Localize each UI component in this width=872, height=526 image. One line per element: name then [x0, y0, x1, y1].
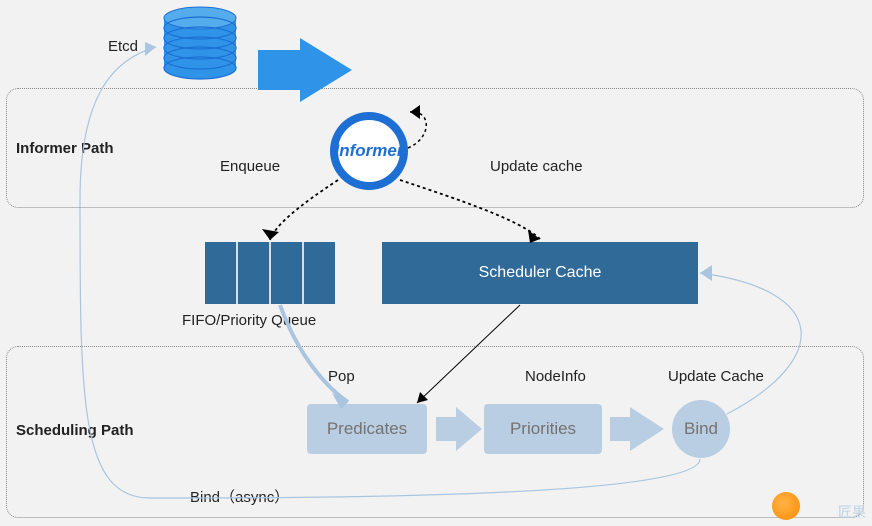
- scheduling-path-title: Scheduling Path: [16, 422, 134, 439]
- fifo-queue: [205, 242, 335, 304]
- informer-path-title: Informer Path: [16, 140, 114, 157]
- enqueue-label: Enqueue: [220, 158, 280, 175]
- update-cache-bottom-label: Update Cache: [668, 368, 764, 385]
- bind-circle: Bind: [672, 400, 730, 458]
- etcd-label: Etcd: [108, 38, 138, 55]
- bind-label: Bind: [684, 419, 718, 439]
- update-cache-top-label: Update cache: [490, 158, 583, 175]
- informer-path-panel: [6, 88, 864, 208]
- fifo-label: FIFO/Priority Queue: [182, 312, 316, 329]
- informer-node: Informer: [330, 112, 408, 190]
- priorities-box: Priorities: [484, 404, 602, 454]
- nodeinfo-label: NodeInfo: [525, 368, 586, 385]
- pop-label: Pop: [328, 368, 355, 385]
- informer-label: Informer: [335, 141, 404, 161]
- scheduler-cache-box: Scheduler Cache: [382, 242, 698, 304]
- watermark-text: 匠果: [838, 502, 866, 522]
- etcd-icon: [164, 7, 236, 79]
- predicates-box: Predicates: [307, 404, 427, 454]
- priorities-label: Priorities: [510, 419, 576, 439]
- watermark-icon: [772, 492, 800, 520]
- predicates-label: Predicates: [327, 419, 407, 439]
- bind-async-label: Bind（async）: [190, 486, 289, 507]
- scheduler-cache-label: Scheduler Cache: [479, 264, 602, 282]
